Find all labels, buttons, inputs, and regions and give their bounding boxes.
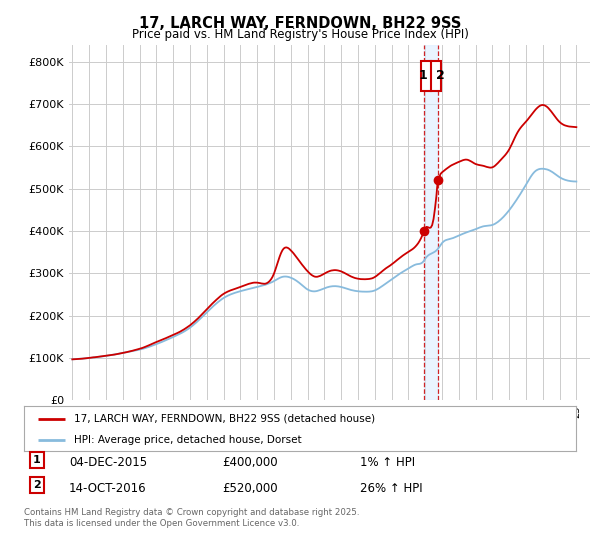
FancyBboxPatch shape — [421, 61, 441, 91]
Text: Contains HM Land Registry data © Crown copyright and database right 2025.
This d: Contains HM Land Registry data © Crown c… — [24, 508, 359, 528]
Text: HPI: Average price, detached house, Dorset: HPI: Average price, detached house, Dors… — [74, 435, 301, 445]
Bar — [424, 45, 439, 400]
Text: 26% ↑ HPI: 26% ↑ HPI — [360, 482, 422, 494]
Text: 1: 1 — [419, 69, 427, 82]
Text: 17, LARCH WAY, FERNDOWN, BH22 9SS: 17, LARCH WAY, FERNDOWN, BH22 9SS — [139, 16, 461, 31]
Text: 17, LARCH WAY, FERNDOWN, BH22 9SS (detached house): 17, LARCH WAY, FERNDOWN, BH22 9SS (detac… — [74, 413, 375, 423]
Text: 1: 1 — [33, 455, 41, 465]
Text: 2: 2 — [436, 69, 445, 82]
Text: 1% ↑ HPI: 1% ↑ HPI — [360, 456, 415, 469]
Text: 14-OCT-2016: 14-OCT-2016 — [69, 482, 146, 494]
Text: 04-DEC-2015: 04-DEC-2015 — [69, 456, 147, 469]
Text: 2: 2 — [33, 480, 41, 490]
Text: £520,000: £520,000 — [222, 482, 278, 494]
Text: Price paid vs. HM Land Registry's House Price Index (HPI): Price paid vs. HM Land Registry's House … — [131, 28, 469, 41]
Text: £400,000: £400,000 — [222, 456, 278, 469]
